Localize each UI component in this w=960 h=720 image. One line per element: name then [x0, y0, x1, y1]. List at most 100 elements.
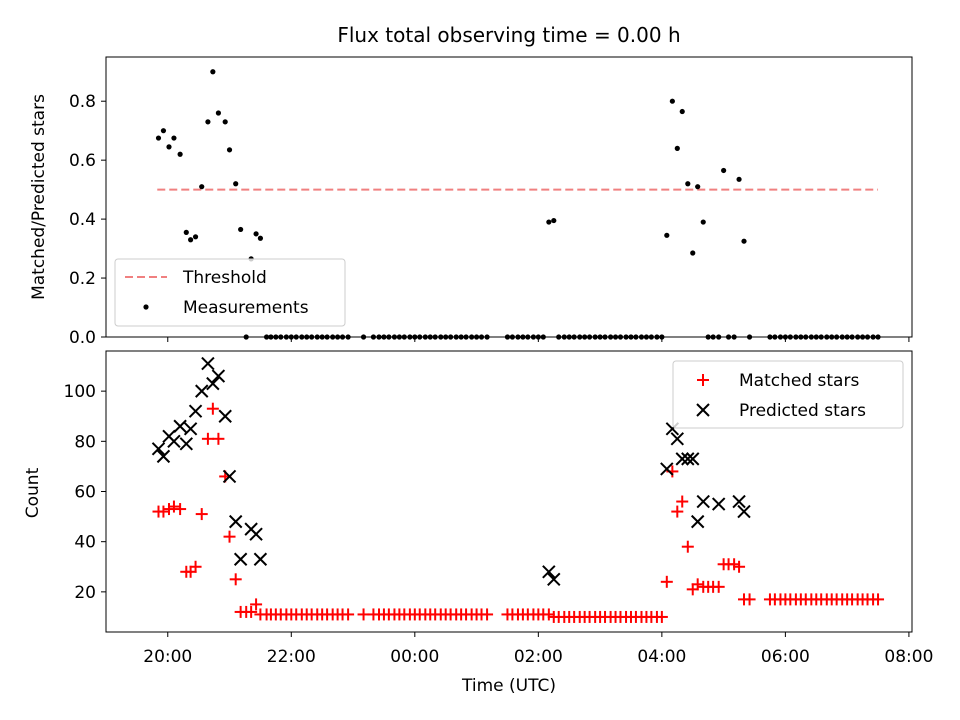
bottom-legend: Matched stars Predicted stars	[672, 360, 904, 429]
predicted-star-point	[211, 369, 226, 383]
top-y-ticks: 0.0 0.2 0.4 0.6 0.8	[69, 92, 106, 348]
matched-star-point	[212, 432, 225, 445]
bottom-y-tick-label: 20	[74, 583, 96, 603]
predicted-star-point	[670, 432, 685, 446]
legend-measurements-label: Measurements	[183, 298, 309, 318]
predicted-star-point	[195, 384, 209, 398]
predicted-star-point	[681, 452, 695, 466]
bottom-legend-box	[672, 360, 904, 429]
bottom-y-axis-label: Count	[23, 467, 43, 518]
top-panel: 0.00.20.40.60.8 Matched/Predicted stars …	[29, 56, 913, 348]
measurement-point	[226, 147, 233, 153]
top-legend-box	[114, 258, 346, 327]
matched-star-point	[206, 402, 219, 415]
matched-star-point	[195, 508, 208, 521]
matched-star-point	[660, 575, 673, 588]
predicted-star-point	[183, 422, 198, 436]
measurement-point	[253, 231, 259, 237]
measurement-point	[205, 119, 211, 125]
measurement-point	[685, 181, 691, 187]
x-tick-label: 08:00	[884, 647, 933, 667]
matched-star-point	[174, 503, 187, 516]
measurement-point	[188, 237, 194, 243]
legend-predicted-swatch	[696, 403, 710, 417]
measurement-point	[721, 167, 727, 174]
measurement-point	[674, 145, 680, 151]
matched-star-point	[245, 605, 258, 618]
measurement-point	[679, 108, 685, 115]
matched-star-point	[189, 560, 202, 573]
predicted-star-point	[151, 442, 166, 456]
predicted-star-point	[173, 419, 187, 433]
predicted-star-point	[201, 356, 215, 371]
measurement-point	[215, 110, 222, 116]
bottom-panel: 20 40 60 80 100 20:00 22:00 00:00 02:00 04:00 06:…	[23, 350, 933, 696]
legend-matched-swatch	[697, 374, 709, 386]
top-y-axis-label: Matched/Predicted stars	[29, 94, 49, 300]
matched-star-point	[229, 573, 242, 586]
bottom-y-tick-label: 80	[74, 432, 96, 452]
bottom-y-ticks: 20 40 60 80 100	[64, 382, 106, 603]
chart-title: Flux total observing time = 0.00 h	[337, 23, 680, 47]
matched-star-point	[872, 593, 885, 606]
predicted-star-point	[675, 452, 689, 466]
measurement-point	[664, 232, 670, 238]
measurement-point	[700, 219, 706, 225]
measurement-point	[736, 176, 742, 182]
predicted-star-point	[690, 514, 705, 529]
x-tick-label: 06:00	[761, 647, 810, 667]
predicted-star-point	[218, 409, 232, 423]
top-axes-frame	[105, 56, 913, 338]
top-x-ticks	[167, 337, 910, 342]
top-y-tick-label: 0.8	[69, 92, 96, 112]
top-y-tick-label: 0.0	[69, 328, 96, 348]
x-tick-label: 22:00	[267, 647, 316, 667]
matched-star-point	[201, 432, 214, 445]
measurement-point	[695, 184, 701, 190]
measurement-point	[551, 217, 557, 224]
matched-star-point	[342, 608, 355, 621]
predicted-star-point	[253, 552, 268, 566]
measurement-point	[183, 229, 189, 235]
matched-star-point	[167, 500, 180, 513]
measurement-point	[690, 250, 696, 256]
x-tick-label: 04:00	[637, 647, 686, 667]
matched-star-point	[223, 530, 236, 543]
measurement-point	[192, 234, 199, 240]
measurement-point	[199, 184, 205, 190]
legend-matched-label: Matched stars	[739, 371, 859, 391]
predicted-star-point	[547, 572, 561, 587]
top-y-tick-label: 0.4	[69, 210, 96, 230]
matched-star-point	[691, 578, 704, 591]
predicted-star-point	[660, 462, 674, 476]
predicted-star-point	[686, 452, 700, 466]
predicted-star-point	[542, 565, 556, 579]
measurement-point	[238, 226, 244, 233]
measurement-point	[669, 98, 675, 104]
top-legend: Threshold Measurements	[114, 258, 346, 327]
matched-star-point	[157, 505, 170, 518]
matched-star-point	[250, 598, 263, 611]
legend-predicted-label: Predicted stars	[739, 401, 866, 421]
top-y-tick-label: 0.2	[69, 269, 96, 289]
measurement-point	[222, 119, 228, 125]
predicted-star-point	[233, 552, 248, 566]
x-tick-label: 02:00	[514, 647, 563, 667]
legend-threshold-label: Threshold	[182, 268, 267, 288]
x-axis-label: Time (UTC)	[461, 676, 556, 696]
measurement-point	[177, 151, 183, 157]
predicted-star-point	[696, 494, 710, 509]
matched-star-point	[733, 560, 746, 573]
measurement-point	[741, 238, 747, 244]
predicted-star-point	[711, 497, 726, 511]
legend-measurements-swatch	[143, 304, 149, 310]
predicted-star-point	[249, 527, 263, 541]
bottom-plot-area	[151, 356, 885, 623]
bottom-y-tick-label: 60	[74, 483, 96, 503]
measurement-point	[171, 135, 177, 141]
predicted-star-point	[156, 449, 171, 464]
matched-star-point	[481, 608, 494, 621]
matched-star-point	[676, 495, 689, 508]
measurement-point	[160, 128, 167, 134]
